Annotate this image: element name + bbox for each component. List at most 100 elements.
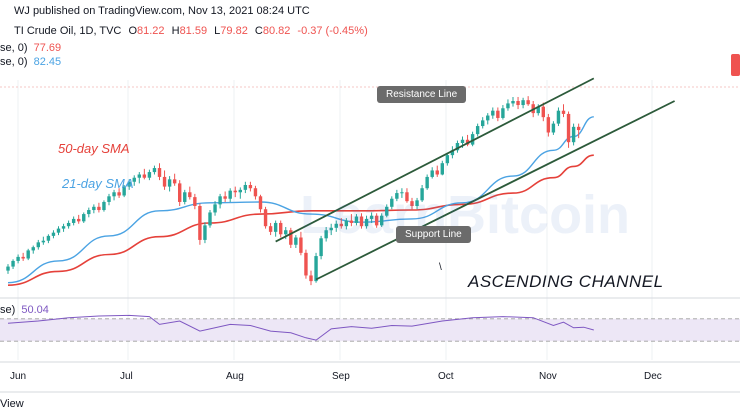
candle-60 xyxy=(309,270,313,286)
support-line-label: Support Line xyxy=(396,226,471,243)
candle-body-77 xyxy=(395,193,399,199)
candle-9 xyxy=(51,230,56,239)
candle-66 xyxy=(339,218,343,229)
ma2-label: se, 0) xyxy=(0,56,28,68)
rsi-value: 50.04 xyxy=(21,304,49,316)
candle-43 xyxy=(223,191,227,202)
candle-body-10 xyxy=(56,228,61,233)
candle-30 xyxy=(157,163,162,181)
resistance-line-label: Resistance Line xyxy=(377,86,467,103)
candle-body-7 xyxy=(41,240,46,243)
candle-77 xyxy=(395,189,399,202)
candle-body-30 xyxy=(157,168,162,177)
candle-107 xyxy=(546,113,551,137)
candle-97 xyxy=(496,107,500,122)
channel-lower-line xyxy=(315,100,676,281)
candle-body-111 xyxy=(566,113,571,143)
candle-body-76 xyxy=(390,198,394,207)
high-value: 81.59 xyxy=(179,25,208,37)
candle-21 xyxy=(112,189,116,201)
candle-112 xyxy=(571,123,576,146)
rsi-label: se) xyxy=(0,304,16,316)
candle-body-37 xyxy=(193,197,197,206)
tick-mark: \ xyxy=(439,262,442,273)
candle-body-110 xyxy=(561,110,566,114)
candle-84 xyxy=(430,167,434,179)
candle-body-105 xyxy=(536,106,540,114)
candle-80 xyxy=(410,197,414,211)
candle-body-101 xyxy=(516,101,520,106)
candle-24 xyxy=(127,179,131,190)
candle-89 xyxy=(455,140,460,153)
candle-109 xyxy=(556,107,561,127)
candle-57 xyxy=(294,235,298,248)
sma21-line xyxy=(7,116,594,284)
candle-93 xyxy=(475,123,480,137)
candle-body-48 xyxy=(248,185,253,189)
sma50-line xyxy=(7,154,594,286)
candle-body-12 xyxy=(66,222,71,227)
candle-3 xyxy=(21,252,25,261)
candle-4 xyxy=(26,248,30,261)
candle-15 xyxy=(82,212,86,223)
candle-body-27 xyxy=(142,174,147,178)
candle-body-70 xyxy=(359,216,364,227)
candle-body-51 xyxy=(263,209,268,227)
ascending-channel-label: ASCENDING CHANNEL xyxy=(468,272,664,291)
candle-body-100 xyxy=(511,101,515,104)
candle-body-65 xyxy=(334,223,338,228)
candle-64 xyxy=(329,223,333,236)
candle-16 xyxy=(87,207,91,218)
candle-82 xyxy=(420,185,424,202)
candle-body-20 xyxy=(107,196,111,202)
candle-body-92 xyxy=(470,134,475,145)
candle-56 xyxy=(289,227,293,248)
candle-40 xyxy=(208,210,212,228)
candle-body-24 xyxy=(127,181,131,187)
candle-body-86 xyxy=(440,163,444,175)
candle-body-97 xyxy=(496,110,500,118)
candle-body-52 xyxy=(268,226,273,232)
candle-body-81 xyxy=(415,200,419,206)
candle-body-16 xyxy=(87,210,91,215)
candle-85 xyxy=(435,165,439,177)
symbol-line: TI Crude Oil, 1D, TVC O81.22 H81.59 L79.… xyxy=(14,25,368,37)
candle-body-98 xyxy=(501,108,505,118)
candle-body-109 xyxy=(556,110,561,124)
candle-52 xyxy=(268,222,273,236)
ma1-value: 77.69 xyxy=(33,42,62,54)
candle-body-95 xyxy=(486,115,490,121)
candle-61 xyxy=(314,252,318,283)
candle-body-53 xyxy=(273,222,278,232)
candle-body-9 xyxy=(51,232,56,236)
candle-body-33 xyxy=(172,179,177,184)
candle-body-50 xyxy=(258,196,263,210)
candle-body-26 xyxy=(137,174,141,178)
candle-34 xyxy=(178,180,182,206)
candle-body-28 xyxy=(147,172,152,178)
candle-body-38 xyxy=(198,206,202,240)
candle-body-63 xyxy=(324,230,328,239)
candle-body-8 xyxy=(46,235,51,241)
candle-body-113 xyxy=(576,126,581,131)
candle-body-102 xyxy=(521,100,525,106)
candle-body-31 xyxy=(162,176,167,187)
candle-17 xyxy=(92,204,96,214)
candle-33 xyxy=(172,173,177,186)
candle-body-3 xyxy=(21,256,25,259)
candle-46 xyxy=(238,187,242,199)
x-tick-oct: Oct xyxy=(438,371,454,382)
candle-65 xyxy=(334,220,338,232)
candle-41 xyxy=(213,201,217,216)
candle-27 xyxy=(142,168,147,180)
published-line: WJ published on TradingView.com, Nov 13,… xyxy=(14,5,310,17)
rsi-header: se) 50.04 xyxy=(0,304,49,316)
candle-5 xyxy=(31,245,35,254)
candle-2 xyxy=(16,254,20,264)
rsi-panel xyxy=(0,318,740,342)
candle-body-108 xyxy=(551,123,556,133)
candle-body-59 xyxy=(304,252,308,276)
candle-14 xyxy=(77,214,81,224)
candle-body-88 xyxy=(450,150,455,156)
